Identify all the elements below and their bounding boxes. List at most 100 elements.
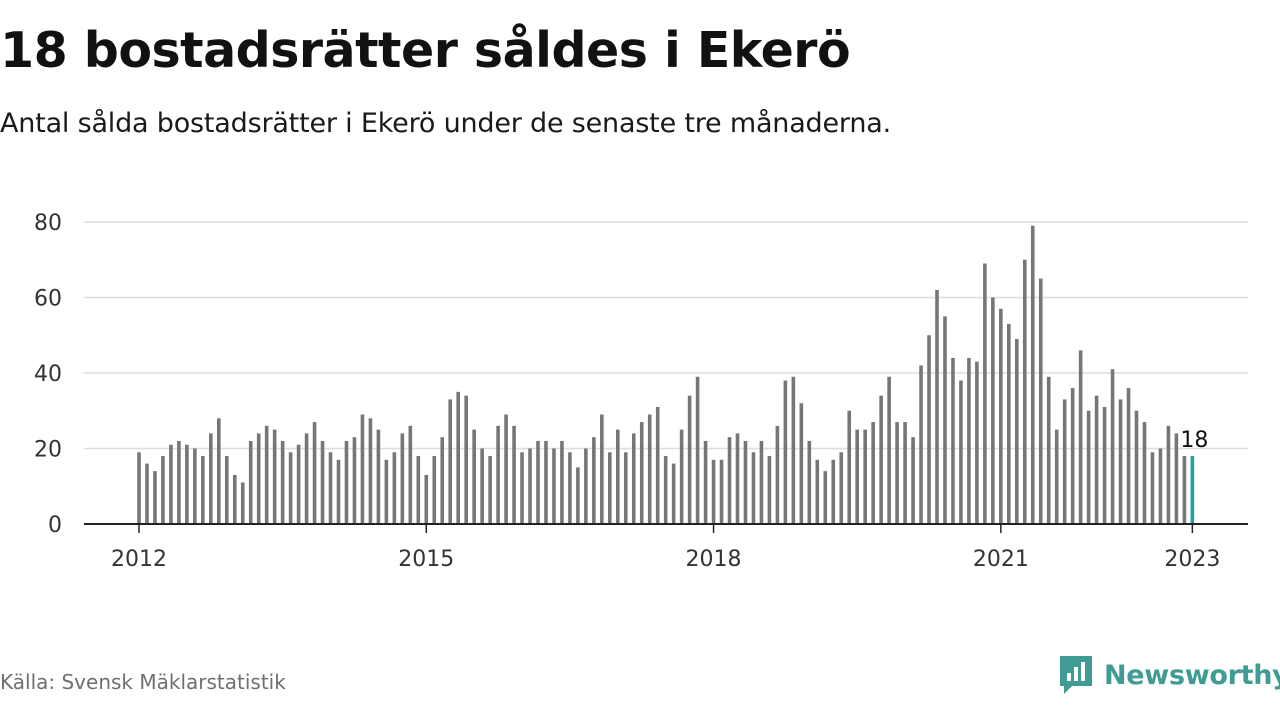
bar	[240, 482, 245, 524]
bar	[616, 429, 620, 524]
bar	[592, 437, 596, 524]
bar	[185, 444, 189, 524]
bar	[1038, 278, 1043, 524]
bar	[304, 433, 309, 524]
bar	[847, 410, 852, 524]
bar	[839, 452, 844, 524]
bar	[224, 456, 229, 524]
bar	[623, 452, 628, 524]
bar	[999, 308, 1003, 524]
y-tick-label: 80	[34, 211, 62, 236]
bar	[432, 456, 437, 524]
bar	[312, 422, 317, 524]
bar	[1126, 388, 1131, 524]
bar	[1150, 452, 1155, 524]
bar	[201, 456, 205, 524]
bar	[472, 429, 476, 524]
bar	[600, 414, 604, 524]
x-tick-label: 2018	[686, 547, 742, 572]
bar	[536, 440, 540, 524]
y-tick-label: 60	[34, 287, 62, 312]
source-note: Källa: Svensk Mäklarstatistik	[0, 670, 286, 694]
bar	[440, 437, 445, 524]
bar	[360, 414, 365, 524]
bar	[663, 456, 668, 524]
bar	[256, 433, 261, 524]
bar	[783, 380, 788, 524]
value-labels: 18	[1180, 428, 1208, 453]
bar	[719, 459, 724, 524]
bar	[991, 297, 995, 524]
bar	[799, 403, 804, 524]
brand-logo[interactable]: Newsworthy	[1058, 654, 1280, 696]
bar	[855, 429, 859, 524]
bar	[576, 467, 580, 524]
x-tick-label: 2015	[398, 547, 454, 572]
bar	[520, 452, 524, 524]
brand-name: Newsworthy	[1104, 659, 1280, 691]
bar	[288, 452, 293, 524]
bar	[959, 380, 963, 524]
bar	[1158, 448, 1163, 524]
bar	[647, 414, 652, 524]
bar	[1086, 410, 1091, 524]
bar	[232, 474, 237, 524]
gridlines	[84, 221, 1248, 450]
bar	[296, 444, 301, 524]
bar	[1030, 225, 1035, 524]
bar	[1022, 259, 1027, 524]
bar	[328, 452, 333, 524]
bar	[608, 452, 612, 524]
bar	[791, 376, 796, 524]
y-tick-label: 20	[34, 438, 62, 463]
y-tick-label: 40	[34, 362, 62, 387]
bar	[1174, 433, 1179, 524]
bar	[1070, 388, 1075, 524]
bar	[711, 459, 716, 524]
bar	[967, 357, 971, 524]
bar	[584, 448, 588, 524]
bar	[895, 422, 899, 524]
bar	[935, 289, 939, 524]
chart-title: 18 bostadsrätter såldes i Ekerö	[0, 22, 851, 79]
bar	[400, 433, 405, 524]
bar	[767, 456, 772, 524]
bar	[863, 429, 867, 524]
bar	[504, 414, 508, 524]
bar	[1078, 350, 1083, 524]
bar	[807, 440, 812, 524]
bar	[943, 316, 947, 524]
bar	[1046, 376, 1051, 524]
bar	[1142, 422, 1147, 524]
y-tick-label: 0	[48, 513, 62, 538]
x-tick-label: 2021	[973, 547, 1029, 572]
bar-chart-speech-bubble-icon	[1060, 656, 1092, 694]
bar	[352, 437, 357, 524]
bar	[671, 463, 676, 524]
bar	[1134, 410, 1139, 524]
bar	[983, 263, 987, 524]
bar	[264, 425, 269, 524]
x-tick-label: 2012	[111, 547, 167, 572]
x-tick-label: 2023	[1164, 547, 1220, 572]
bar	[193, 448, 197, 524]
bar	[384, 459, 389, 524]
bar	[951, 357, 955, 524]
bar	[209, 433, 213, 524]
bar	[1007, 323, 1011, 524]
bar	[919, 365, 923, 524]
bar	[1166, 425, 1171, 524]
bar	[376, 429, 381, 524]
bar	[927, 335, 931, 524]
bar	[217, 418, 221, 524]
bar	[879, 395, 883, 524]
bar	[759, 440, 764, 524]
bar	[911, 437, 915, 524]
bar	[1102, 406, 1107, 524]
bar	[975, 361, 979, 524]
bar	[887, 376, 891, 524]
bar	[735, 433, 740, 524]
bar	[137, 452, 141, 524]
bar	[903, 422, 907, 524]
bar	[464, 395, 468, 524]
